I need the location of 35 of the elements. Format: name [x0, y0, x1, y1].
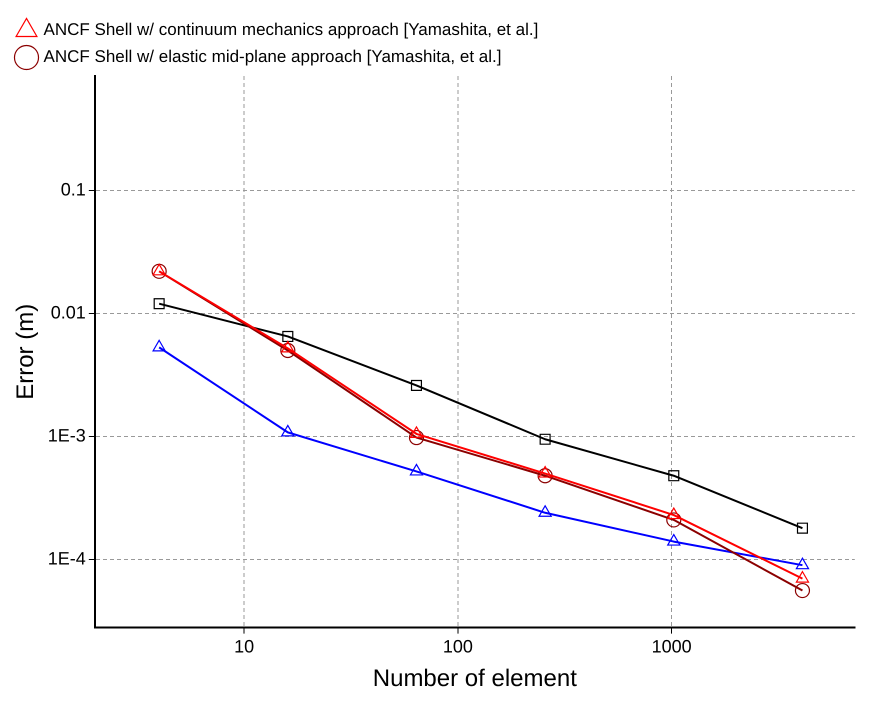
- point: [281, 424, 294, 436]
- point: [410, 426, 424, 438]
- point: [538, 505, 552, 517]
- y-tick-label: 1E-4: [48, 548, 86, 569]
- y-tick-label: 0.1: [60, 179, 86, 200]
- point: [796, 522, 808, 534]
- legend-label: ANCF Shell w/ continuum mechanics approach [Yamashita, et al.]: [44, 20, 538, 40]
- y-tick-label: 1E-3: [48, 425, 86, 446]
- point: [666, 512, 682, 528]
- x-tick-label: 1000: [652, 636, 692, 656]
- legend-label: ANCF Shell w/ elastic mid-plane approach [Yamashita, et al.]: [44, 47, 502, 66]
- point: [281, 340, 294, 352]
- x-tick-label: 100: [442, 636, 473, 656]
- point: [796, 558, 810, 570]
- point: [667, 507, 680, 520]
- point: [796, 571, 810, 583]
- point: [794, 582, 810, 598]
- point: [152, 340, 166, 352]
- point: [154, 298, 165, 310]
- y-axis-title: Error (m): [12, 304, 40, 400]
- point: [667, 534, 680, 546]
- point: [152, 264, 167, 279]
- x-axis-title: Number of element: [372, 665, 578, 692]
- point: [152, 264, 166, 276]
- point: [668, 470, 680, 482]
- point: [282, 330, 294, 342]
- point: [408, 430, 424, 446]
- point: [540, 434, 551, 445]
- point: [410, 464, 424, 476]
- point: [538, 466, 552, 478]
- y-tick-label: 0.01: [50, 302, 86, 322]
- point: [538, 468, 553, 484]
- point: [280, 342, 296, 358]
- x-tick-label: 10: [234, 636, 254, 656]
- point: [410, 380, 422, 391]
